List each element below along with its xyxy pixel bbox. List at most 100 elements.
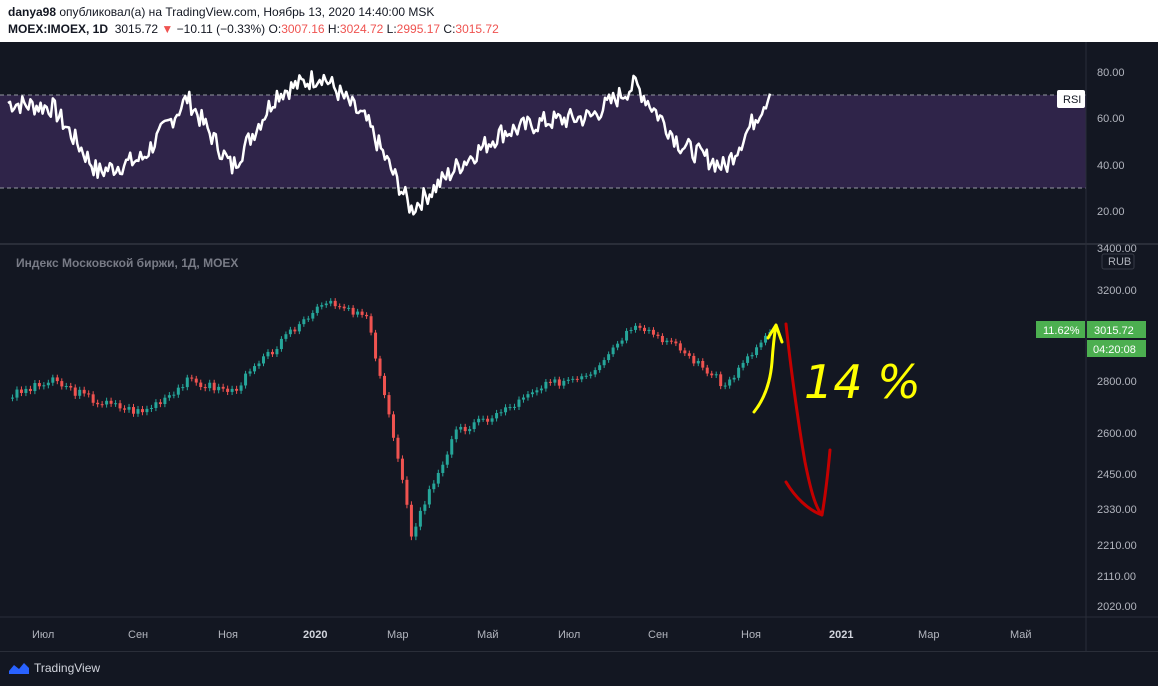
candle-body xyxy=(302,319,306,325)
publish-line: danya98 опубликовал(а) на TradingView.co… xyxy=(8,5,434,19)
price-tick: 2210.00 xyxy=(1097,540,1137,552)
candle-body xyxy=(611,347,615,355)
candle-body xyxy=(181,387,185,389)
candle-body xyxy=(24,388,28,393)
candle-body xyxy=(459,426,463,430)
candle-body xyxy=(566,379,570,381)
time-tick: Июл xyxy=(32,629,54,641)
candle-body xyxy=(450,439,454,455)
candle-body xyxy=(342,306,346,309)
brand-name[interactable]: TradingView xyxy=(34,661,101,675)
candle-body xyxy=(634,325,638,330)
candle-body xyxy=(275,349,279,355)
candle-body xyxy=(656,334,660,336)
candle-body xyxy=(714,374,718,376)
candle-body xyxy=(602,360,606,366)
tradingview-logo-icon[interactable] xyxy=(8,660,30,676)
currency-button[interactable] xyxy=(1101,253,1135,270)
candle-body xyxy=(329,300,333,304)
open-label: O: xyxy=(268,22,282,36)
candle-body xyxy=(432,483,436,490)
author-name[interactable]: danya98 xyxy=(8,5,57,19)
candle-body xyxy=(244,373,248,386)
candle-body xyxy=(230,388,234,392)
candle-body xyxy=(508,407,512,409)
candle-body xyxy=(687,353,691,356)
candle-body xyxy=(665,340,669,343)
candle-body xyxy=(423,504,427,511)
candle-body xyxy=(87,393,91,395)
candle-body xyxy=(100,404,104,406)
price-pane-title: Индекс Московской биржи, 1Д, MOEX xyxy=(16,256,238,270)
candle-body xyxy=(73,387,77,396)
candle-body xyxy=(288,329,292,335)
candle-body xyxy=(221,386,225,389)
candle-body xyxy=(10,397,14,399)
candle-body xyxy=(248,371,252,374)
rsi-badge[interactable] xyxy=(1057,90,1085,108)
candle-body xyxy=(33,383,37,392)
candle-body xyxy=(445,454,449,465)
rsi-badge-label: RSI xyxy=(1063,94,1081,106)
candle-body xyxy=(19,389,23,393)
low-value: 2995.17 xyxy=(396,22,441,36)
price-tick: 2450.00 xyxy=(1097,469,1137,481)
candle-body xyxy=(513,406,517,408)
candle-body xyxy=(91,394,95,403)
candle-body xyxy=(212,382,216,391)
candle-body xyxy=(521,397,525,400)
candle-body xyxy=(651,329,655,335)
candle-body xyxy=(360,311,364,315)
candle-body xyxy=(696,360,700,364)
candle-body xyxy=(64,386,68,388)
high-label: H: xyxy=(327,22,340,36)
chart-area[interactable]: 80.00 60.00 40.00 20.00 RSI Индекс Моско… xyxy=(0,42,1158,651)
candle-body xyxy=(78,389,82,396)
candle-body xyxy=(732,377,736,380)
rsi-tick: 40.00 xyxy=(1097,160,1125,172)
price-tick: 3200.00 xyxy=(1097,285,1137,297)
candle-body xyxy=(701,360,705,368)
candle-body xyxy=(105,400,109,405)
time-tick: Май xyxy=(477,629,499,641)
candle-body xyxy=(504,407,508,413)
candle-body xyxy=(530,392,534,395)
time-tick: Мар xyxy=(918,629,940,641)
chart-canvas[interactable]: 80.00 60.00 40.00 20.00 RSI Индекс Моско… xyxy=(0,42,1158,651)
candle-body xyxy=(692,355,696,364)
candles-group xyxy=(10,298,772,541)
ohlc-line: MOEX:IMOEX, 1D 3015.72 ▼ −10.11 (−0.33%)… xyxy=(8,22,499,36)
candle-body xyxy=(441,464,445,473)
candle-body xyxy=(351,307,355,315)
candle-body xyxy=(472,422,476,430)
close-value: 3015.72 xyxy=(455,22,499,36)
candle-body xyxy=(356,311,360,315)
percent-badge xyxy=(1036,321,1085,338)
candle-body xyxy=(607,354,611,361)
candle-body xyxy=(669,340,673,342)
time-tick: Сен xyxy=(128,629,148,641)
candle-body xyxy=(253,366,257,372)
candle-body xyxy=(270,351,274,355)
low-label: L: xyxy=(386,22,397,36)
candle-body xyxy=(149,407,153,409)
candle-body xyxy=(261,356,265,364)
candle-body xyxy=(481,418,485,420)
candle-body xyxy=(553,379,557,383)
candle-body xyxy=(284,334,288,339)
price-tick: 2800.00 xyxy=(1097,376,1137,388)
candle-body xyxy=(176,387,180,395)
candle-body xyxy=(598,365,602,371)
candle-body xyxy=(723,385,727,387)
candle-body xyxy=(172,394,176,396)
symbol-label[interactable]: MOEX:IMOEX, 1D xyxy=(8,22,109,36)
candle-body xyxy=(548,381,552,383)
yellow-up-arrow xyxy=(752,323,784,414)
candle-body xyxy=(647,329,651,332)
candle-body xyxy=(396,437,400,459)
candle-body xyxy=(136,409,140,414)
candle-body xyxy=(764,335,768,343)
candle-body xyxy=(306,318,310,320)
candle-body xyxy=(15,389,19,398)
candle-body xyxy=(710,373,714,376)
